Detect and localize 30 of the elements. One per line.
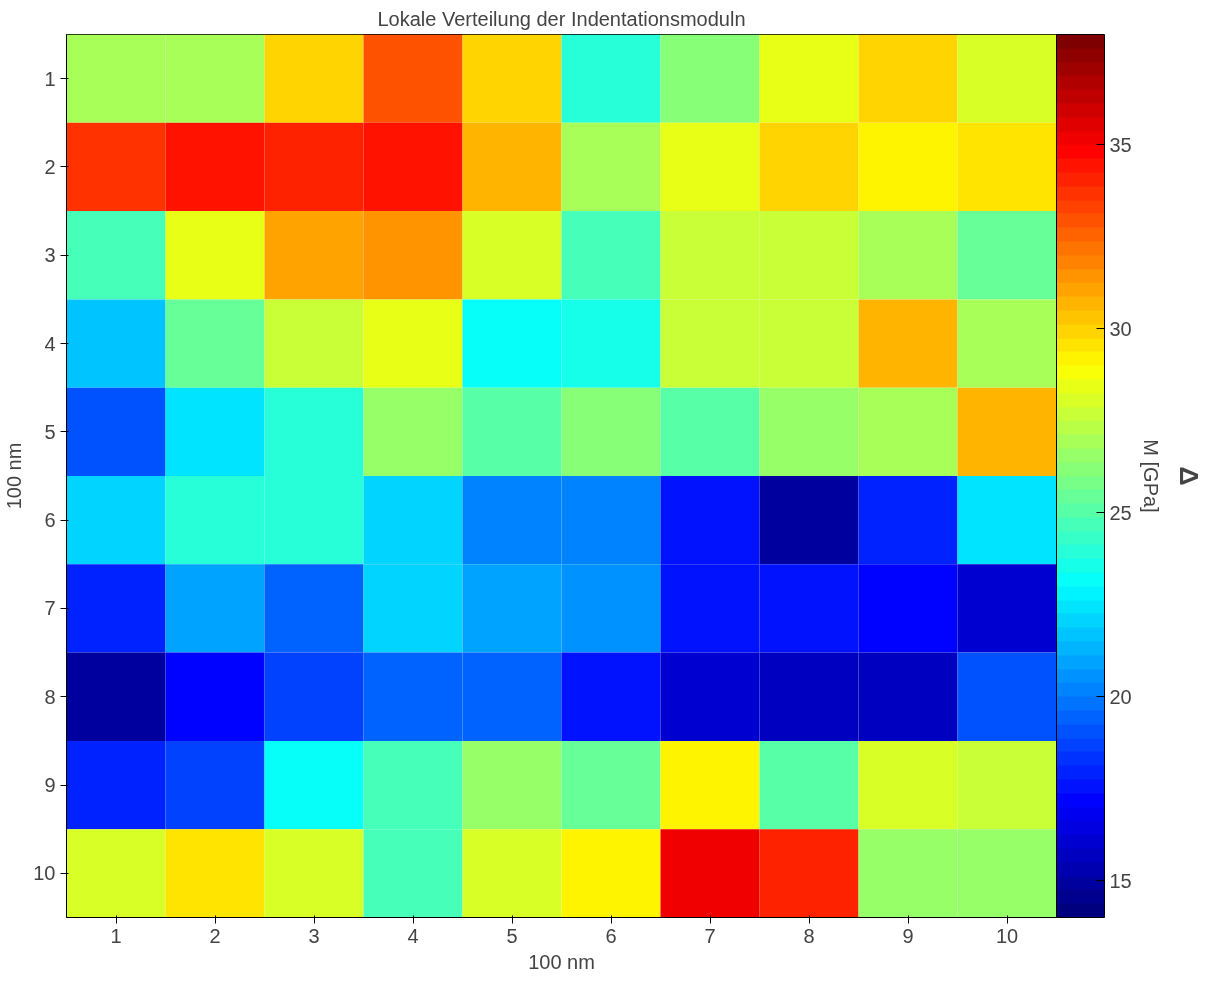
x-tick-label: 3	[308, 924, 320, 947]
x-tick-label: 2	[209, 924, 221, 947]
y-tick-label: 2	[44, 155, 56, 178]
color-bar-label: 20	[1109, 685, 1132, 708]
x-tick-label: 10	[995, 924, 1019, 947]
color-bar-label: 35	[1109, 133, 1132, 156]
x-tick-label: 6	[605, 924, 617, 947]
color-bar-label: 15	[1109, 869, 1132, 892]
text: Δ	[1173, 466, 1204, 486]
x-tick-label: 5	[506, 924, 518, 947]
y-tick-label: 6	[44, 509, 56, 532]
x-tick-label: 4	[407, 924, 419, 947]
y-tick-label: 10	[33, 862, 56, 885]
x-tick-label: 9	[902, 924, 914, 947]
chart-title: Lokale Verteilung der Indentationsmoduln	[377, 7, 746, 30]
x-tick-label: 8	[803, 924, 815, 947]
x-tick-label: 7	[704, 924, 716, 947]
y-tick-label: 3	[44, 244, 56, 267]
color-bar-title: M [GPa]	[1139, 439, 1162, 513]
y-tick-label: 9	[44, 774, 56, 797]
y-tick-label: 5	[44, 420, 56, 443]
y-axis-title: 100 nm	[3, 442, 26, 510]
y-tick-label: 4	[44, 332, 56, 355]
y-tick-label: 7	[44, 597, 56, 620]
y-tick-label: 1	[44, 67, 56, 90]
x-tick-label: 1	[110, 924, 122, 947]
y-tick-label: 8	[44, 685, 56, 708]
color-bar-label: 30	[1109, 317, 1132, 340]
color-bar-label: 25	[1109, 501, 1132, 524]
x-axis-title: 100 nm	[528, 950, 595, 973]
